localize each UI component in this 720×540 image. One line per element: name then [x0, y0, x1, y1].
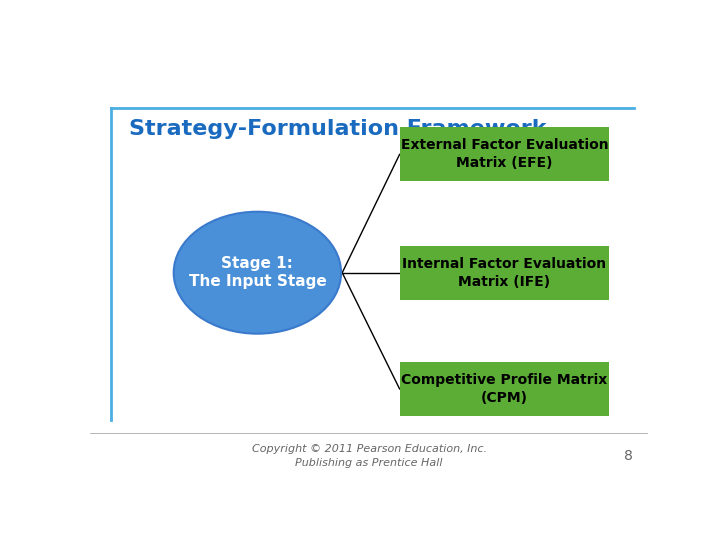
- Text: The Input Stage: The Input Stage: [189, 274, 326, 289]
- Ellipse shape: [174, 212, 341, 334]
- FancyBboxPatch shape: [400, 127, 609, 181]
- FancyBboxPatch shape: [400, 362, 609, 416]
- Text: Strategy-Formulation Framework: Strategy-Formulation Framework: [129, 119, 546, 139]
- Text: Matrix (EFE): Matrix (EFE): [456, 157, 552, 170]
- Text: Copyright © 2011 Pearson Education, Inc.: Copyright © 2011 Pearson Education, Inc.: [251, 444, 487, 455]
- Text: Competitive Profile Matrix: Competitive Profile Matrix: [401, 373, 608, 387]
- Text: Internal Factor Evaluation: Internal Factor Evaluation: [402, 256, 606, 271]
- Text: Stage 1:: Stage 1:: [222, 256, 293, 271]
- Text: Publishing as Prentice Hall: Publishing as Prentice Hall: [295, 458, 443, 468]
- FancyBboxPatch shape: [400, 246, 609, 300]
- Text: Matrix (IFE): Matrix (IFE): [458, 275, 550, 289]
- Text: (CPM): (CPM): [481, 392, 528, 406]
- Text: External Factor Evaluation: External Factor Evaluation: [400, 138, 608, 152]
- Text: 8: 8: [624, 449, 633, 463]
